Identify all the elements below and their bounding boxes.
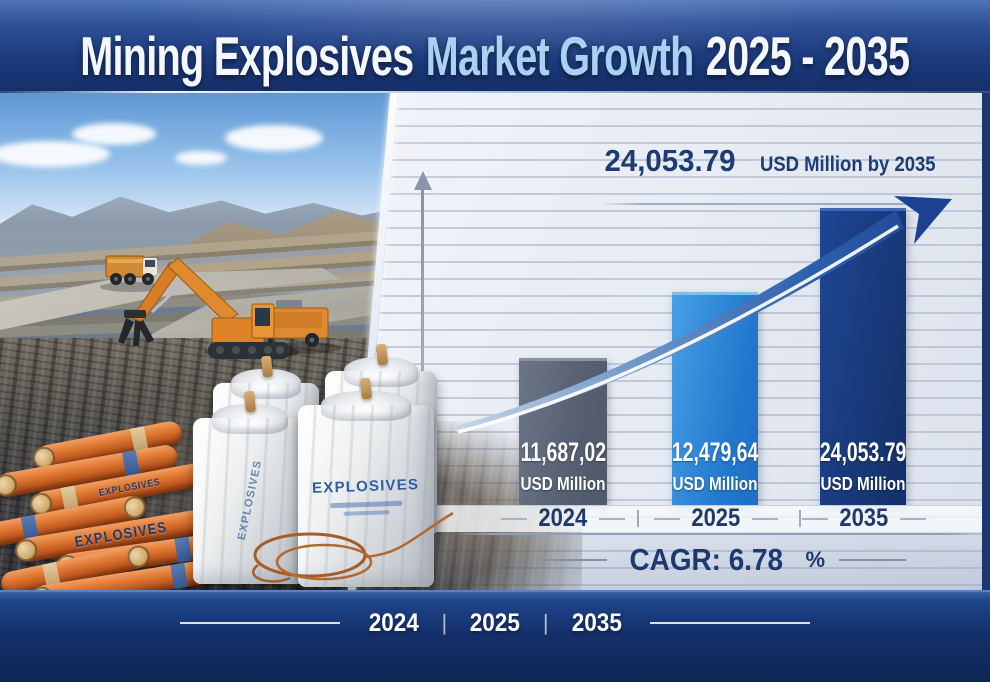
headline-value: 24,053.79 [604, 143, 736, 178]
bar-2035-unit: USD Million [820, 474, 906, 494]
title-part-3: 2025 - 2035 [706, 25, 910, 87]
cloud [175, 151, 227, 165]
excavator-icon [118, 257, 290, 359]
cloud [72, 123, 156, 145]
footer-separator: | [441, 610, 448, 635]
x-axis-band [350, 505, 982, 532]
bar-2024-unit: USD Million [520, 474, 606, 494]
cloud [225, 125, 323, 151]
bar-2025: 12,479,64 USD Million [672, 292, 758, 505]
right-frame-border [982, 93, 990, 590]
axis-rule [450, 533, 978, 535]
y-axis-arrowhead-icon [414, 171, 432, 190]
cagr-row: CAGR: 6.78 % [540, 542, 906, 577]
title-banner: Mining Explosives Market Growth 2025 - 2… [0, 0, 990, 93]
y-axis-arrow [421, 189, 424, 427]
bar-2025-unit: USD Million [672, 474, 758, 494]
bar-2025-value: 12,479,64 [671, 437, 759, 467]
x-label-2025: 2025 [641, 504, 791, 532]
x-axis-tick [637, 510, 639, 527]
cagr-value: CAGR: 6.78 [629, 542, 783, 577]
dump-truck-icon [105, 255, 157, 285]
mine-photo [0, 93, 398, 590]
bar-2024: 11,687,02 USD Million [519, 358, 607, 505]
title-part-1: Mining Explosives [80, 25, 414, 87]
x-label-2035: 2035 [789, 504, 939, 532]
banner-separator-line [0, 91, 990, 93]
bar-2035-value: 24,053.79 [819, 437, 907, 467]
footer-line-right [650, 622, 811, 624]
footer-banner: 2024 | 2025 | 2035 [0, 590, 990, 682]
mining-vehicles-illustration [100, 255, 341, 359]
title-part-2: Market Growth [425, 25, 695, 87]
page-title: Mining Explosives Market Growth 2025 - 2… [0, 24, 990, 88]
x-label-2024: 2024 [488, 504, 638, 532]
x-axis-tick [799, 510, 801, 527]
headline: 24,053.79 USD Million by 2035 [588, 143, 960, 179]
footer-years-row: 2024 | 2025 | 2035 [0, 590, 990, 656]
headline-suffix: USD Million by 2035 [759, 153, 936, 176]
cagr-percent-sign: % [805, 547, 826, 572]
rocky-foreground [0, 338, 398, 590]
bar-2024-value: 11,687,02 [520, 437, 606, 467]
headline-underline [600, 203, 952, 205]
footer-separator: | [542, 610, 549, 635]
cloud [0, 141, 110, 167]
bar-2035: 24,053.79 USD Million [820, 208, 906, 505]
footer-line-left [179, 622, 340, 624]
footer-year-2035: 2035 [571, 608, 622, 637]
footer-year-2024: 2024 [368, 608, 419, 637]
footer-year-2025: 2025 [469, 608, 521, 637]
